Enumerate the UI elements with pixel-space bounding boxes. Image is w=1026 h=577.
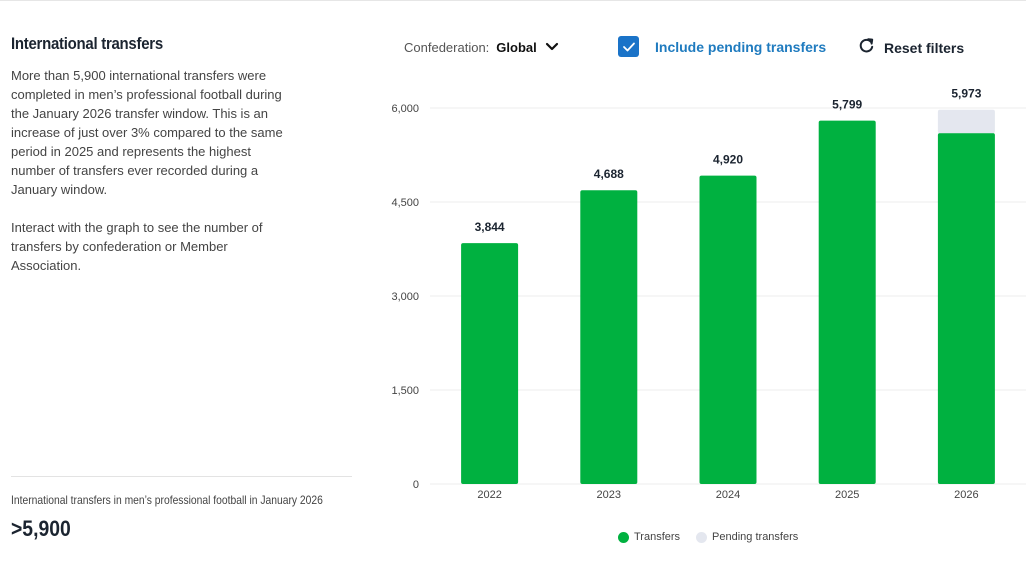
x-tick-label: 2025 bbox=[835, 489, 859, 501]
legend-item-pending[interactable]: Pending transfers bbox=[696, 531, 798, 543]
stat-label: International transfers in men’s profess… bbox=[11, 493, 323, 507]
description: More than 5,900 international transfers … bbox=[11, 66, 286, 275]
reset-filters-button[interactable]: Reset filters bbox=[858, 37, 964, 59]
chart-legend: Transfers Pending transfers bbox=[618, 531, 814, 543]
x-tick-label: 2023 bbox=[597, 489, 621, 501]
chevron-down-icon[interactable] bbox=[545, 42, 559, 52]
bar-transfers[interactable] bbox=[818, 120, 876, 484]
pending-label[interactable]: Include pending transfers bbox=[655, 38, 827, 55]
y-tick-label: 6,000 bbox=[391, 103, 419, 115]
stat-divider bbox=[11, 476, 352, 477]
confederation-label: Confederation: bbox=[404, 39, 490, 55]
intro-panel: International transfers More than 5,900 … bbox=[11, 34, 351, 275]
x-tick-label: 2022 bbox=[477, 489, 501, 501]
confederation-filter[interactable]: Confederation: Global bbox=[404, 37, 559, 57]
transfers-bar-chart[interactable]: 0 1,500 3,000 4,500 6,000 3,844 2022 4,688 2023 4… bbox=[370, 80, 1026, 510]
legend-dot-transfers bbox=[618, 531, 629, 543]
bar-transfers[interactable] bbox=[699, 175, 757, 484]
y-tick-label: 1,500 bbox=[391, 385, 419, 397]
stat-value: >5,900 bbox=[11, 516, 71, 541]
page-title: International transfers bbox=[11, 34, 163, 53]
description-paragraph-1: More than 5,900 international transfers … bbox=[11, 68, 283, 197]
description-paragraph-2: Interact with the graph to see the numbe… bbox=[11, 220, 263, 273]
x-tick-label: 2024 bbox=[716, 489, 740, 501]
data-label: 5,799 bbox=[832, 98, 862, 112]
legend-item-transfers[interactable]: Transfers bbox=[618, 531, 680, 543]
confederation-value[interactable]: Global bbox=[496, 39, 537, 55]
data-label: 5,973 bbox=[951, 87, 981, 101]
legend-label-transfers: Transfers bbox=[634, 531, 681, 543]
refresh-icon[interactable] bbox=[858, 37, 875, 59]
data-label: 3,844 bbox=[475, 220, 505, 234]
legend-dot-pending bbox=[696, 531, 708, 543]
y-tick-label: 0 bbox=[413, 479, 419, 491]
pending-checkbox[interactable] bbox=[618, 36, 639, 57]
data-label: 4,688 bbox=[594, 167, 624, 181]
legend-label-pending: Pending transfers bbox=[712, 531, 799, 543]
bar-pending[interactable] bbox=[937, 109, 995, 134]
y-tick-label: 3,000 bbox=[391, 291, 419, 303]
y-tick-label: 4,500 bbox=[391, 197, 419, 209]
bar-transfers[interactable] bbox=[580, 190, 638, 484]
checkmark-icon bbox=[622, 42, 635, 51]
data-label: 4,920 bbox=[713, 153, 743, 167]
x-tick-label: 2026 bbox=[954, 489, 978, 501]
top-rule bbox=[0, 0, 1026, 1]
pending-transfers-toggle[interactable]: Include pending transfers bbox=[618, 36, 826, 57]
reset-filters-label[interactable]: Reset filters bbox=[884, 40, 965, 56]
bar-transfers[interactable] bbox=[937, 133, 995, 485]
bar-transfers[interactable] bbox=[461, 243, 519, 484]
